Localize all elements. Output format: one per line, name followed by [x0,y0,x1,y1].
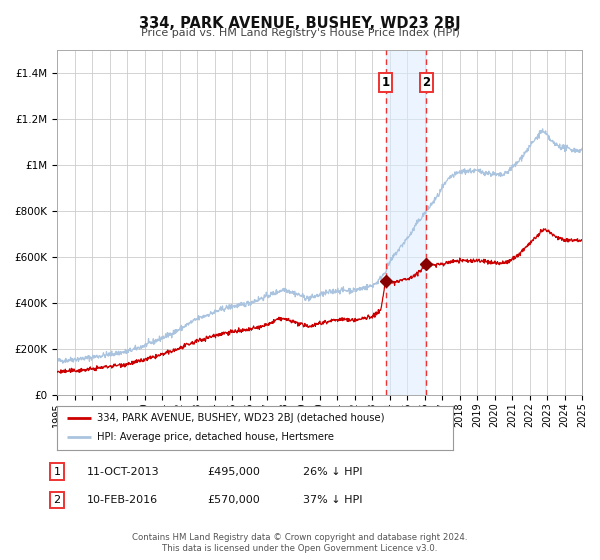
Text: 10-FEB-2016: 10-FEB-2016 [87,495,158,505]
Text: 1: 1 [382,76,390,89]
Text: 1: 1 [53,466,61,477]
Text: 37% ↓ HPI: 37% ↓ HPI [303,495,362,505]
Text: 11-OCT-2013: 11-OCT-2013 [87,466,160,477]
Text: £570,000: £570,000 [207,495,260,505]
Text: Contains HM Land Registry data © Crown copyright and database right 2024.: Contains HM Land Registry data © Crown c… [132,533,468,542]
Text: Price paid vs. HM Land Registry's House Price Index (HPI): Price paid vs. HM Land Registry's House … [140,28,460,38]
Text: 2: 2 [422,76,430,89]
Text: £495,000: £495,000 [207,466,260,477]
Text: This data is licensed under the Open Government Licence v3.0.: This data is licensed under the Open Gov… [163,544,437,553]
Bar [386,50,427,395]
Text: HPI: Average price, detached house, Hertsmere: HPI: Average price, detached house, Hert… [97,432,334,442]
Text: 334, PARK AVENUE, BUSHEY, WD23 2BJ: 334, PARK AVENUE, BUSHEY, WD23 2BJ [139,16,461,31]
Text: 26% ↓ HPI: 26% ↓ HPI [303,466,362,477]
Text: 334, PARK AVENUE, BUSHEY, WD23 2BJ (detached house): 334, PARK AVENUE, BUSHEY, WD23 2BJ (deta… [97,413,384,423]
Text: 2: 2 [53,495,61,505]
